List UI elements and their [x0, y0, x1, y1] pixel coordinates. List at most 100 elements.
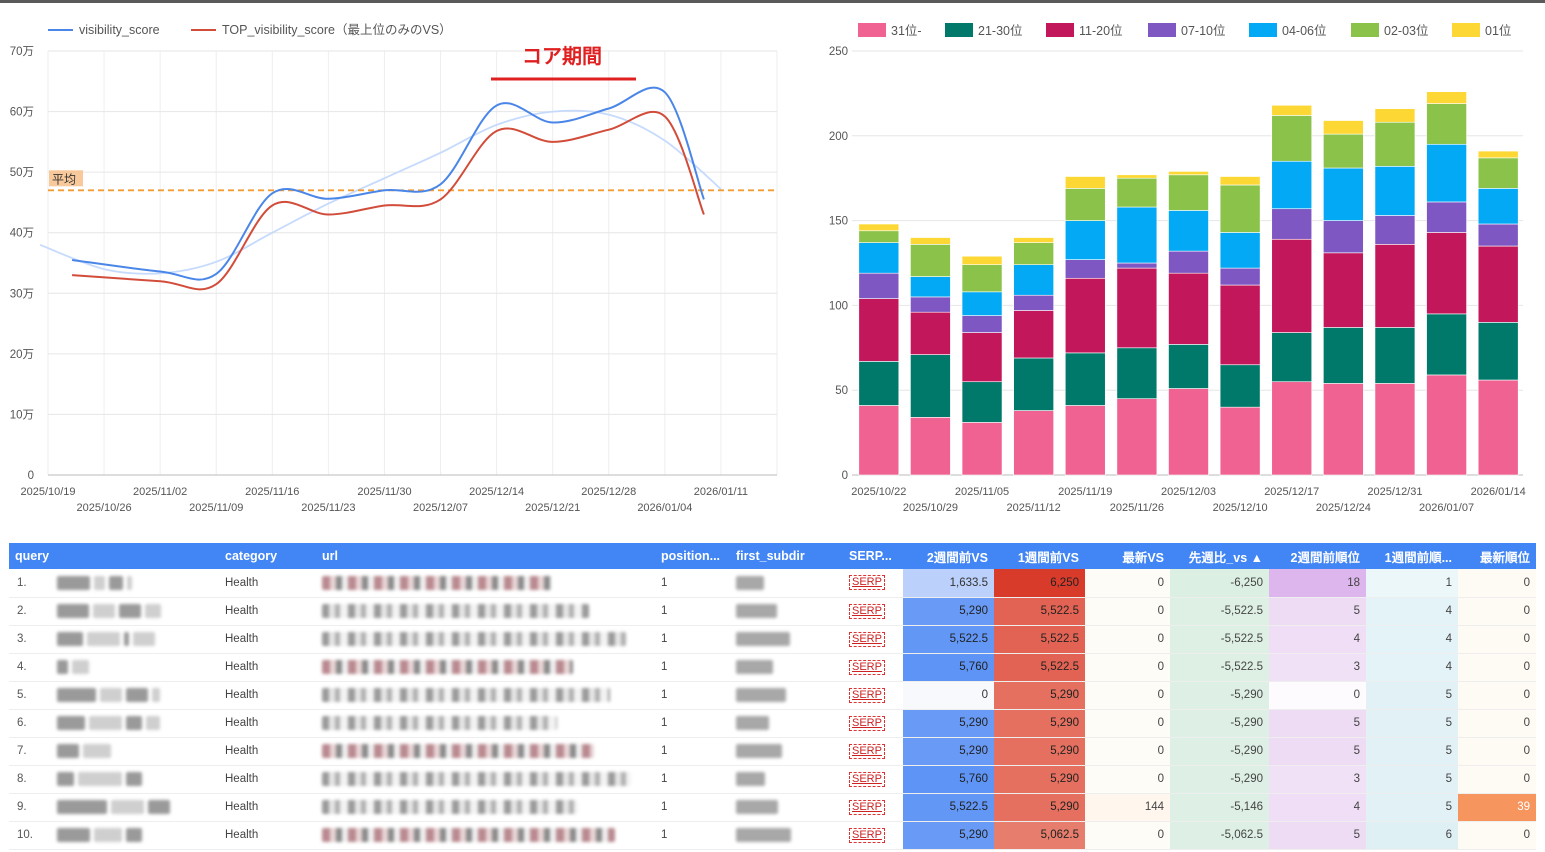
cell-url[interactable]: [316, 709, 655, 737]
column-header[interactable]: 2週間前順位: [1290, 550, 1360, 565]
cell-vs1: 5,522.5: [994, 653, 1085, 681]
redacted-url: [322, 575, 552, 590]
cell-rl: 0: [1458, 737, 1536, 765]
x-tick-label: 2026/01/07: [1419, 502, 1474, 514]
table-row[interactable]: 8. Health 1 SERP 5,760 5,290 0 -5,290 3 5 0: [9, 765, 1536, 793]
cell-url[interactable]: [316, 569, 655, 597]
table-row[interactable]: 10. Health 1 SERP 5,290 5,062.5 0 -5,062.5 5 6 0: [9, 821, 1536, 849]
serp-link[interactable]: SERP: [849, 743, 885, 759]
column-header[interactable]: 1週間前順...: [1384, 550, 1452, 565]
column-header[interactable]: 1週間前VS: [1017, 550, 1079, 565]
bar-segment: [1219, 364, 1261, 408]
cell-vsl: 0: [1085, 653, 1170, 681]
bar-segment: [961, 381, 1003, 423]
cell-url[interactable]: [316, 793, 655, 821]
table-row[interactable]: 9. Health 1 SERP 5,522.5 5,290 144 -5,146 4 5 39: [9, 793, 1536, 821]
serp-link[interactable]: SERP: [849, 575, 885, 591]
cell-first-subdir: [730, 569, 843, 597]
cell-first-subdir: [730, 597, 843, 625]
bar-segment: [1013, 357, 1054, 411]
cell-url[interactable]: [316, 653, 655, 681]
redacted-text: [736, 828, 791, 842]
cell-position: 1: [661, 745, 668, 757]
cell-url[interactable]: [316, 625, 655, 653]
redacted-text: [127, 575, 132, 590]
redacted-text: [110, 800, 144, 814]
column-header[interactable]: first_subdir: [736, 549, 805, 563]
x-tick-label: 2025/12/10: [1213, 502, 1268, 514]
serp-link[interactable]: SERP: [849, 603, 885, 619]
bar-segment: [1323, 383, 1364, 476]
serp-link[interactable]: SERP: [849, 827, 885, 843]
column-header[interactable]: position...: [661, 549, 721, 563]
cell-url[interactable]: [316, 597, 655, 625]
redacted-text: [94, 575, 105, 590]
bar-segment: [858, 361, 900, 406]
serp-link[interactable]: SERP: [849, 771, 885, 787]
cell-vsl: 0: [1085, 681, 1170, 709]
column-header[interactable]: url: [322, 549, 338, 563]
legend-label-6: 02-03位: [1384, 23, 1428, 38]
table-row[interactable]: 2. Health 1 SERP 5,290 5,522.5 0 -5,522.5 5 4 0: [9, 597, 1536, 625]
cell-r1: 1: [1366, 569, 1458, 597]
cell-vs1: 5,290: [994, 765, 1085, 793]
cell-r1: 4: [1366, 597, 1458, 625]
bar-segment: [1013, 294, 1054, 311]
x-tick-label: 2025/12/31: [1367, 486, 1422, 498]
redacted-text: [77, 772, 122, 786]
cell-r2: 5: [1269, 821, 1366, 849]
serp-link[interactable]: SERP: [849, 631, 885, 647]
column-header[interactable]: 先週比_vs ▲: [1188, 550, 1263, 565]
table-row[interactable]: 1. Health 1 SERP 1,633.5 6,250 0 -6,250 18 1 0: [9, 569, 1536, 597]
bar-segment: [1064, 259, 1106, 279]
cell-url[interactable]: [316, 737, 655, 765]
redacted-text: [736, 744, 782, 758]
bar-segment: [1219, 284, 1261, 366]
x-tick-label: 2025/10/26: [77, 502, 132, 514]
table-row[interactable]: 3. Health 1 SERP 5,522.5 5,522.5 0 -5,522.5 4 4 0: [9, 625, 1536, 653]
cell-url[interactable]: [316, 681, 655, 709]
bar-segment: [1116, 347, 1158, 399]
cell-r2: 5: [1269, 597, 1366, 625]
cell-position: 1: [661, 689, 668, 701]
cell-r2: 18: [1269, 569, 1366, 597]
x-tick-label: 2025/11/09: [189, 502, 243, 514]
bar-segment: [1013, 310, 1054, 359]
cell-vs2: 0: [903, 681, 994, 709]
column-header[interactable]: category: [225, 549, 278, 563]
table-row[interactable]: 5. Health 1 SERP 0 5,290 0 -5,290 0 5 0: [9, 681, 1536, 709]
column-header[interactable]: SERP...: [849, 549, 892, 563]
bar-segment: [1219, 176, 1261, 186]
column-header[interactable]: 2週間前VS: [926, 550, 988, 565]
bar-segment: [1323, 133, 1364, 169]
bar-segment: [910, 276, 951, 298]
column-header[interactable]: 最新順位: [1479, 550, 1530, 565]
bar-segment: [1013, 242, 1054, 265]
cell-category: Health: [225, 661, 259, 673]
cell-vs1: 5,290: [994, 793, 1085, 821]
bar-segment: [961, 422, 1003, 476]
legend-swatch-1: [858, 23, 886, 37]
cell-url[interactable]: [316, 821, 655, 849]
serp-link[interactable]: SERP: [849, 659, 885, 675]
redacted-text: [125, 716, 142, 730]
series-line-1: [71, 86, 705, 281]
cell-category: Health: [225, 689, 259, 701]
y-tick-label: 60万: [10, 107, 34, 119]
cell-position: 1: [661, 773, 668, 785]
serp-link[interactable]: SERP: [849, 799, 885, 815]
serp-link[interactable]: SERP: [849, 687, 885, 703]
bar-segment: [1271, 115, 1313, 162]
table-row[interactable]: 6. Health 1 SERP 5,290 5,290 0 -5,290 5 5 0: [9, 709, 1536, 737]
serp-link[interactable]: SERP: [849, 715, 885, 731]
cell-query: 2.: [9, 597, 219, 625]
cell-vs2: 5,290: [903, 737, 994, 765]
cell-rl: 0: [1458, 709, 1536, 737]
table-row[interactable]: 7. Health 1 SERP 5,290 5,290 0 -5,290 5 5 0: [9, 737, 1536, 765]
table-row[interactable]: 4. Health 1 SERP 5,760 5,522.5 0 -5,522.5 3 4 0: [9, 653, 1536, 681]
visibility-line-chart: visibility_score TOP_visibility_score（最上位…: [10, 22, 778, 514]
legend-label-4: 07-10位: [1181, 23, 1225, 38]
cell-url[interactable]: [316, 765, 655, 793]
column-header[interactable]: query: [15, 549, 50, 563]
column-header[interactable]: 最新VS: [1122, 550, 1164, 565]
